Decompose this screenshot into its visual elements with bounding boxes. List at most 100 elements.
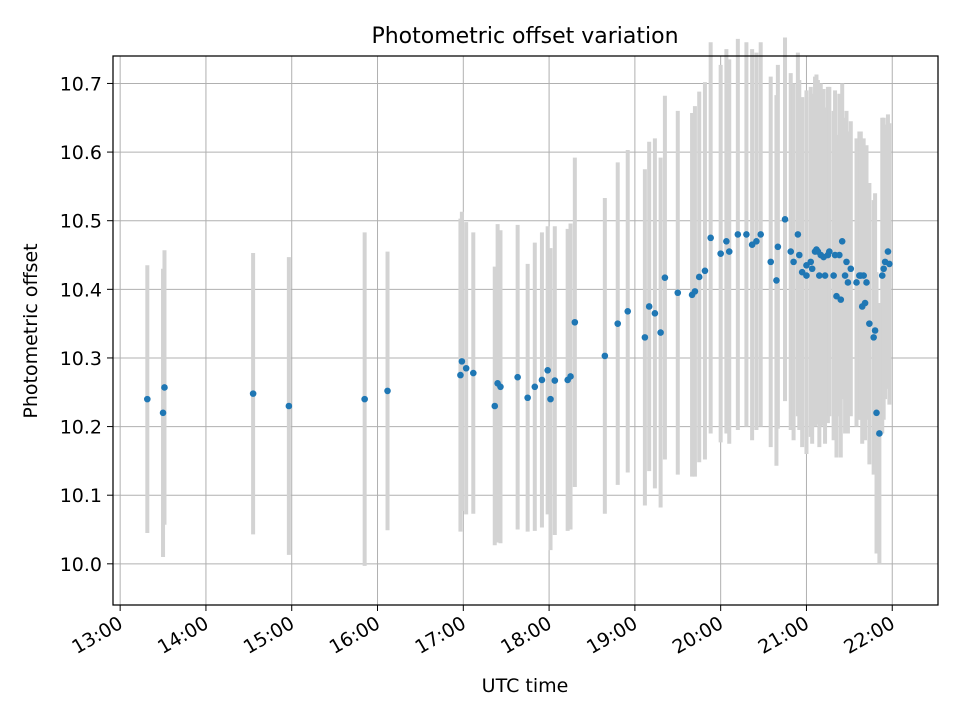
data-point xyxy=(866,320,873,327)
data-point xyxy=(816,272,823,279)
data-point xyxy=(774,243,782,251)
data-point xyxy=(531,383,539,391)
data-point xyxy=(861,299,869,307)
data-point xyxy=(821,272,829,279)
data-point xyxy=(767,258,775,266)
data-point xyxy=(873,409,880,417)
data-point xyxy=(723,237,730,245)
data-point xyxy=(753,237,760,245)
data-point xyxy=(773,277,780,284)
data-point xyxy=(691,288,699,295)
data-point xyxy=(657,329,664,336)
y-tick-label: 10.7 xyxy=(60,73,102,95)
data-point xyxy=(853,279,860,286)
data-point xyxy=(249,390,257,397)
data-point xyxy=(870,334,877,341)
x-tick-label: 18:00 xyxy=(497,612,555,658)
x-tick-label: 17:00 xyxy=(411,612,469,658)
data-point xyxy=(757,231,765,238)
data-point xyxy=(843,258,850,266)
data-point xyxy=(884,248,892,255)
data-point xyxy=(462,364,470,372)
error-bars xyxy=(145,37,892,566)
data-point xyxy=(491,402,499,410)
data-point xyxy=(384,387,391,395)
data-point xyxy=(614,320,622,327)
y-axis-label: Photometric offset xyxy=(20,243,42,418)
y-tick-label: 10.0 xyxy=(60,554,102,576)
data-point xyxy=(863,279,870,286)
data-point xyxy=(886,260,893,268)
data-point xyxy=(717,250,724,257)
x-tick-label: 21:00 xyxy=(755,612,813,658)
x-tick-label: 20:00 xyxy=(669,612,727,658)
data-point xyxy=(701,267,709,275)
plot-area-frame xyxy=(112,55,939,606)
data-point xyxy=(645,303,653,310)
data-point xyxy=(624,307,632,315)
data-point xyxy=(880,265,887,273)
y-tick-label: 10.1 xyxy=(60,485,102,507)
data-point xyxy=(841,272,849,279)
data-point xyxy=(661,274,669,281)
data-point xyxy=(571,318,579,326)
data-point xyxy=(285,402,293,410)
data-point xyxy=(794,231,802,238)
x-tick-label: 16:00 xyxy=(326,612,384,658)
data-point xyxy=(836,251,843,259)
data-point xyxy=(457,371,464,379)
data-point xyxy=(803,272,810,279)
data-point xyxy=(734,231,742,238)
data-point xyxy=(871,327,879,334)
data-point xyxy=(725,248,733,255)
axis-ticks: 13:00 14:00 15:00 16:00 17:00 18:00 19:00 20:00… xyxy=(60,73,899,658)
data-point xyxy=(497,383,504,391)
y-tick-label: 10.2 xyxy=(60,417,102,439)
data-point xyxy=(787,248,795,255)
x-tick-label: 15:00 xyxy=(240,612,298,658)
x-axis-label: UTC time xyxy=(482,675,569,697)
data-point xyxy=(144,395,151,403)
data-point xyxy=(161,384,168,391)
data-point xyxy=(551,377,559,384)
data-point xyxy=(544,367,551,374)
data-point xyxy=(878,272,886,279)
data-point xyxy=(641,334,649,341)
data-point xyxy=(837,296,845,303)
data-point xyxy=(538,376,546,384)
data-point xyxy=(695,273,703,281)
data-point xyxy=(876,430,883,437)
data-point xyxy=(807,258,815,266)
chart-title: Photometric offset variation xyxy=(371,24,678,49)
data-point xyxy=(781,216,789,223)
data-point xyxy=(674,289,682,297)
data-point xyxy=(707,234,714,242)
data-point xyxy=(830,272,837,279)
data-point xyxy=(458,358,466,365)
data-point xyxy=(743,231,750,238)
data-point xyxy=(601,352,609,360)
y-tick-label: 10.3 xyxy=(60,348,102,370)
data-point xyxy=(860,272,867,279)
data-point xyxy=(847,265,855,273)
data-points xyxy=(144,216,893,437)
data-point xyxy=(808,265,816,273)
x-tick-label: 19:00 xyxy=(583,612,641,658)
y-tick-label: 10.6 xyxy=(60,142,102,164)
data-point xyxy=(651,310,659,317)
y-tick-label: 10.5 xyxy=(60,211,102,233)
data-point xyxy=(790,258,797,266)
data-point xyxy=(524,394,531,402)
x-tick-label: 13:00 xyxy=(68,612,126,658)
data-point xyxy=(844,279,852,286)
data-point xyxy=(159,409,167,417)
data-point xyxy=(796,251,803,259)
data-point xyxy=(361,395,368,403)
y-tick-label: 10.4 xyxy=(60,279,102,301)
x-tick-label: 14:00 xyxy=(154,612,212,658)
data-point xyxy=(838,237,846,245)
data-point xyxy=(826,248,833,255)
data-point xyxy=(547,395,554,403)
data-point xyxy=(514,373,521,381)
